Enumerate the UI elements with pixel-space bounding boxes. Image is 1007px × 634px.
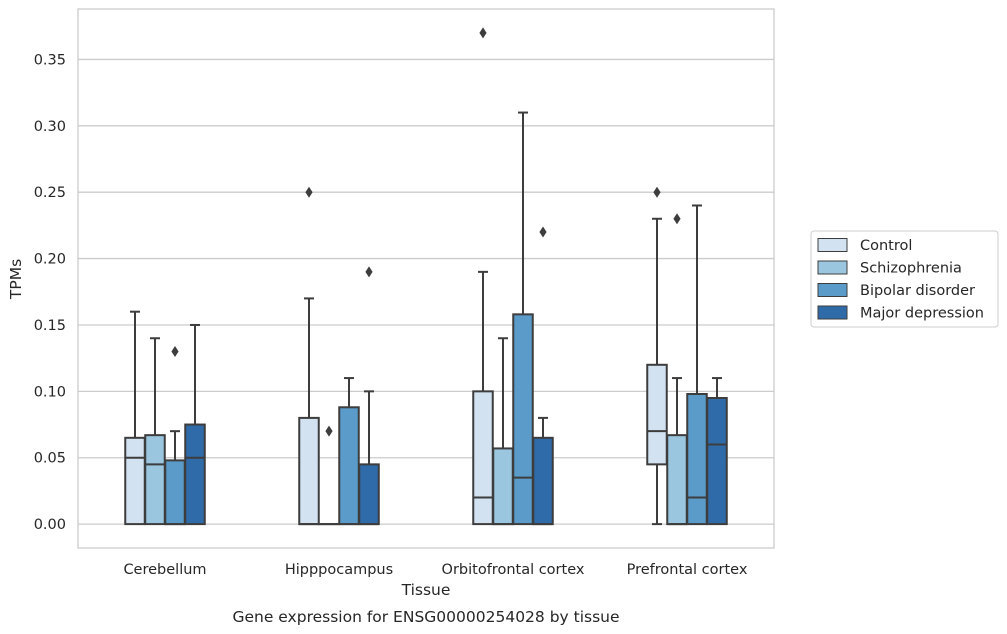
legend-item: Major depression	[817, 305, 984, 322]
x-axis-label: Tissue	[401, 581, 451, 599]
y-tick-label: 0.05	[34, 451, 66, 467]
legend-swatch	[817, 305, 848, 320]
outlier-point	[479, 27, 487, 39]
legend-swatch	[817, 283, 848, 297]
legend-label: Control	[860, 238, 912, 254]
box	[472, 390, 494, 526]
box-group	[646, 186, 668, 526]
x-tick-label: Hipppocampus	[285, 562, 393, 578]
series-bipolar-disorder	[164, 111, 708, 526]
outlier-point	[171, 346, 179, 358]
x-tick-label: Orbitofrontal cortex	[442, 562, 585, 578]
y-tick-label: 0.25	[34, 185, 66, 201]
box-group	[512, 111, 534, 526]
box-group	[666, 213, 688, 526]
legend-swatch	[817, 238, 848, 252]
legend-item: Bipolar disorder	[817, 283, 975, 299]
y-tick-label: 0.35	[34, 52, 66, 68]
box-group	[124, 310, 146, 526]
box	[298, 416, 320, 526]
plot-area-frame	[77, 8, 775, 549]
legend-frame	[810, 230, 999, 328]
outlier-point	[325, 425, 333, 437]
box	[512, 313, 534, 526]
x-tick-label: Prefrontal cortex	[627, 562, 748, 578]
box	[492, 447, 514, 526]
box	[706, 396, 728, 526]
box	[666, 434, 688, 526]
y-tick-label: 0.15	[34, 318, 66, 334]
box-group	[686, 204, 708, 526]
box-group	[706, 377, 728, 526]
box	[646, 363, 668, 466]
outlier-point	[653, 186, 661, 198]
outlier-point	[539, 226, 547, 238]
box-group	[472, 27, 494, 526]
chart-caption: Gene expression for ENSG00000254028 by t…	[232, 608, 619, 626]
box-group	[532, 226, 554, 526]
box-group	[164, 346, 186, 526]
y-axis-label: TPMs	[7, 259, 25, 300]
box	[164, 459, 186, 526]
box-group	[184, 323, 206, 526]
y-tick-label: 0.10	[34, 384, 66, 400]
box	[338, 406, 360, 526]
legend-swatch	[817, 260, 848, 275]
box-group	[318, 425, 340, 526]
x-axis-ticks: Cerebellum Hipppocampus Orbitofrontal cort…	[123, 562, 747, 578]
legend-label: Bipolar disorder	[860, 283, 975, 299]
box	[358, 463, 380, 526]
y-tick-label: 0.20	[34, 252, 66, 268]
box	[686, 393, 708, 526]
outlier-point	[365, 266, 373, 278]
series-schizophrenia	[144, 213, 688, 526]
outlier-point	[305, 186, 313, 198]
y-axis-ticks: 0.00 0.05 0.10 0.15 0.20 0.25 0.30 0.35	[34, 52, 66, 533]
legend: Control Schizophrenia Bipolar disorder Majo…	[810, 230, 999, 328]
legend-item: Schizophrenia	[817, 260, 962, 277]
series-control	[124, 27, 668, 526]
box	[144, 434, 166, 526]
box	[124, 436, 146, 526]
legend-item: Control	[817, 238, 912, 254]
legend-items: Control Schizophrenia Bipolar disorder Majo…	[817, 238, 984, 322]
x-tick-label: Cerebellum	[123, 562, 206, 578]
legend-label: Major depression	[860, 306, 984, 322]
y-tick-label: 0.00	[34, 517, 66, 533]
box-group	[492, 337, 514, 526]
legend-label: Schizophrenia	[860, 261, 962, 277]
outlier-point	[673, 213, 681, 225]
box-series	[124, 27, 728, 526]
box-group	[338, 377, 360, 526]
y-tick-label: 0.30	[34, 119, 66, 135]
box	[184, 423, 206, 526]
box-group	[298, 186, 320, 526]
box-group	[358, 266, 380, 526]
series-major-depression	[184, 226, 728, 526]
box-group	[144, 337, 166, 526]
box	[532, 436, 554, 526]
